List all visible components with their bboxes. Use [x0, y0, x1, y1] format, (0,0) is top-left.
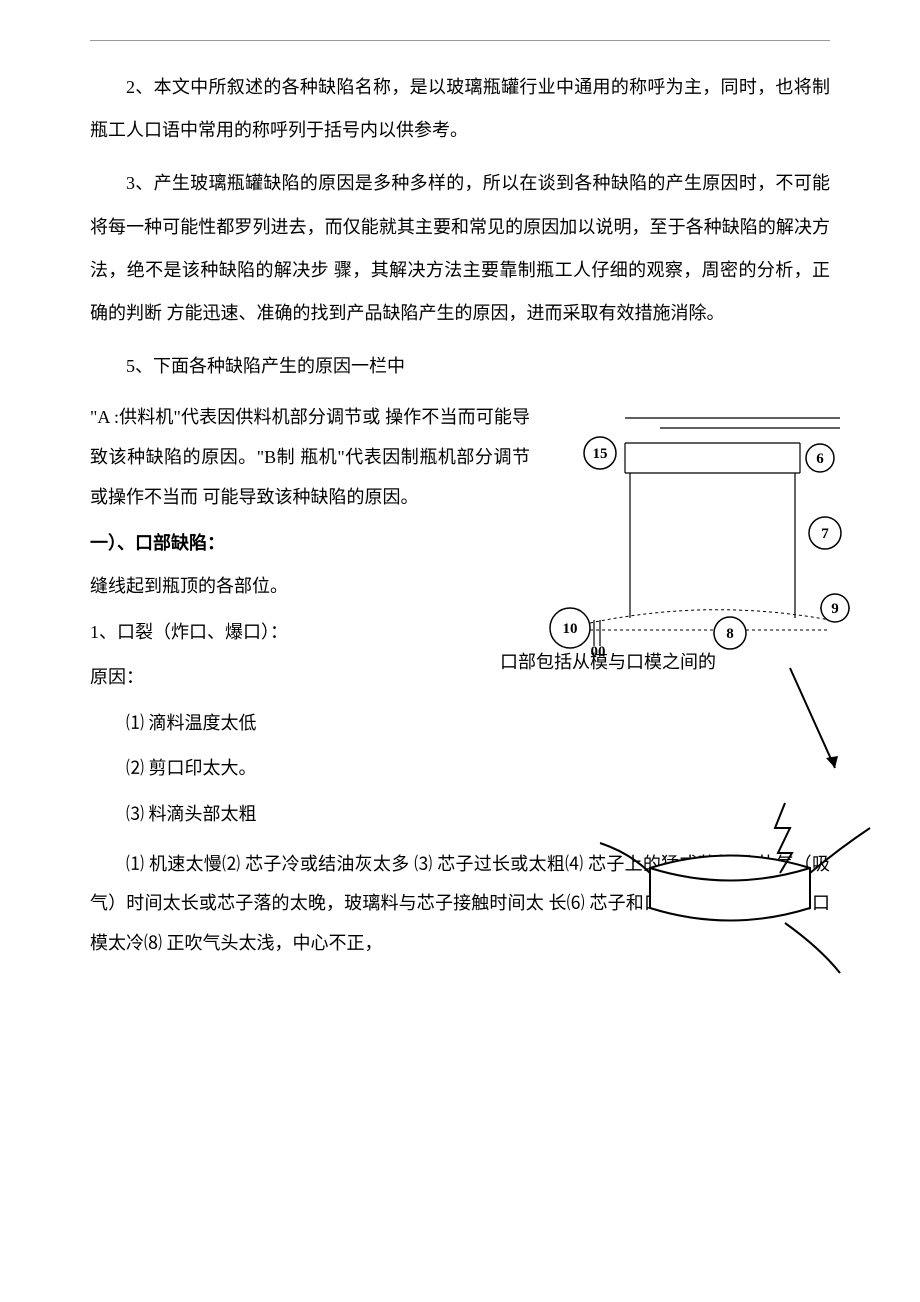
paragraph-5b: "A :供料机"代表因供料机部分调节或 操作不当而可能导致该种缺陷的原因。"B制… — [90, 398, 530, 517]
paragraph-2: 2、本文中所叙述的各种缺陷名称，是以玻璃瓶罐行业中通用的称呼为主，同时，也将制瓶… — [90, 66, 830, 152]
bottle-diagram: 15 6 7 9 10 00 8 — [530, 398, 880, 978]
node-6: 6 — [806, 444, 834, 472]
item-1-title: 1、口裂（炸口、爆口）： — [90, 613, 530, 653]
left-text-column: "A :供料机"代表因供料机部分调节或 操作不当而可能导致该种缺陷的原因。"B制… — [90, 398, 530, 834]
node-8: 8 — [714, 617, 746, 649]
node-15: 15 — [584, 437, 616, 469]
reason-1: ⑴ 滴料温度太低 — [126, 704, 530, 744]
float-label: 口部包括从模与口模之间的 — [500, 648, 716, 677]
diagram-area: 15 6 7 9 10 00 8 — [530, 398, 880, 983]
node-10: 10 — [550, 608, 590, 648]
node-9: 9 — [821, 594, 849, 622]
svg-text:8: 8 — [726, 626, 734, 642]
reason-3: ⑶ 料滴头部太粗 — [126, 795, 530, 835]
two-column-region: "A :供料机"代表因供料机部分调节或 操作不当而可能导致该种缺陷的原因。"B制… — [90, 398, 830, 834]
paragraph-3-a: 3、产生玻璃瓶罐缺陷的原因是多种多样的，所以在谈到各种缺陷的产生原因时，不可能将… — [90, 162, 830, 335]
reason-2: ⑵ 剪口印太大。 — [126, 749, 530, 789]
svg-text:6: 6 — [816, 451, 824, 467]
svg-text:15: 15 — [593, 446, 608, 462]
section-1-heading: 一）、口部缺陷： — [90, 529, 530, 555]
paragraph-5: 5、下面各种缺陷产生的原因一栏中 — [90, 345, 830, 388]
section-1-line: 缝线起到瓶顶的各部位。 — [90, 567, 530, 607]
svg-text:10: 10 — [563, 621, 578, 637]
svg-text:9: 9 — [831, 601, 839, 617]
cap-shape — [600, 803, 870, 973]
svg-text:7: 7 — [821, 526, 829, 542]
node-7: 7 — [809, 517, 841, 549]
reason-label: 原因： — [90, 658, 530, 698]
top-rule — [90, 40, 830, 41]
